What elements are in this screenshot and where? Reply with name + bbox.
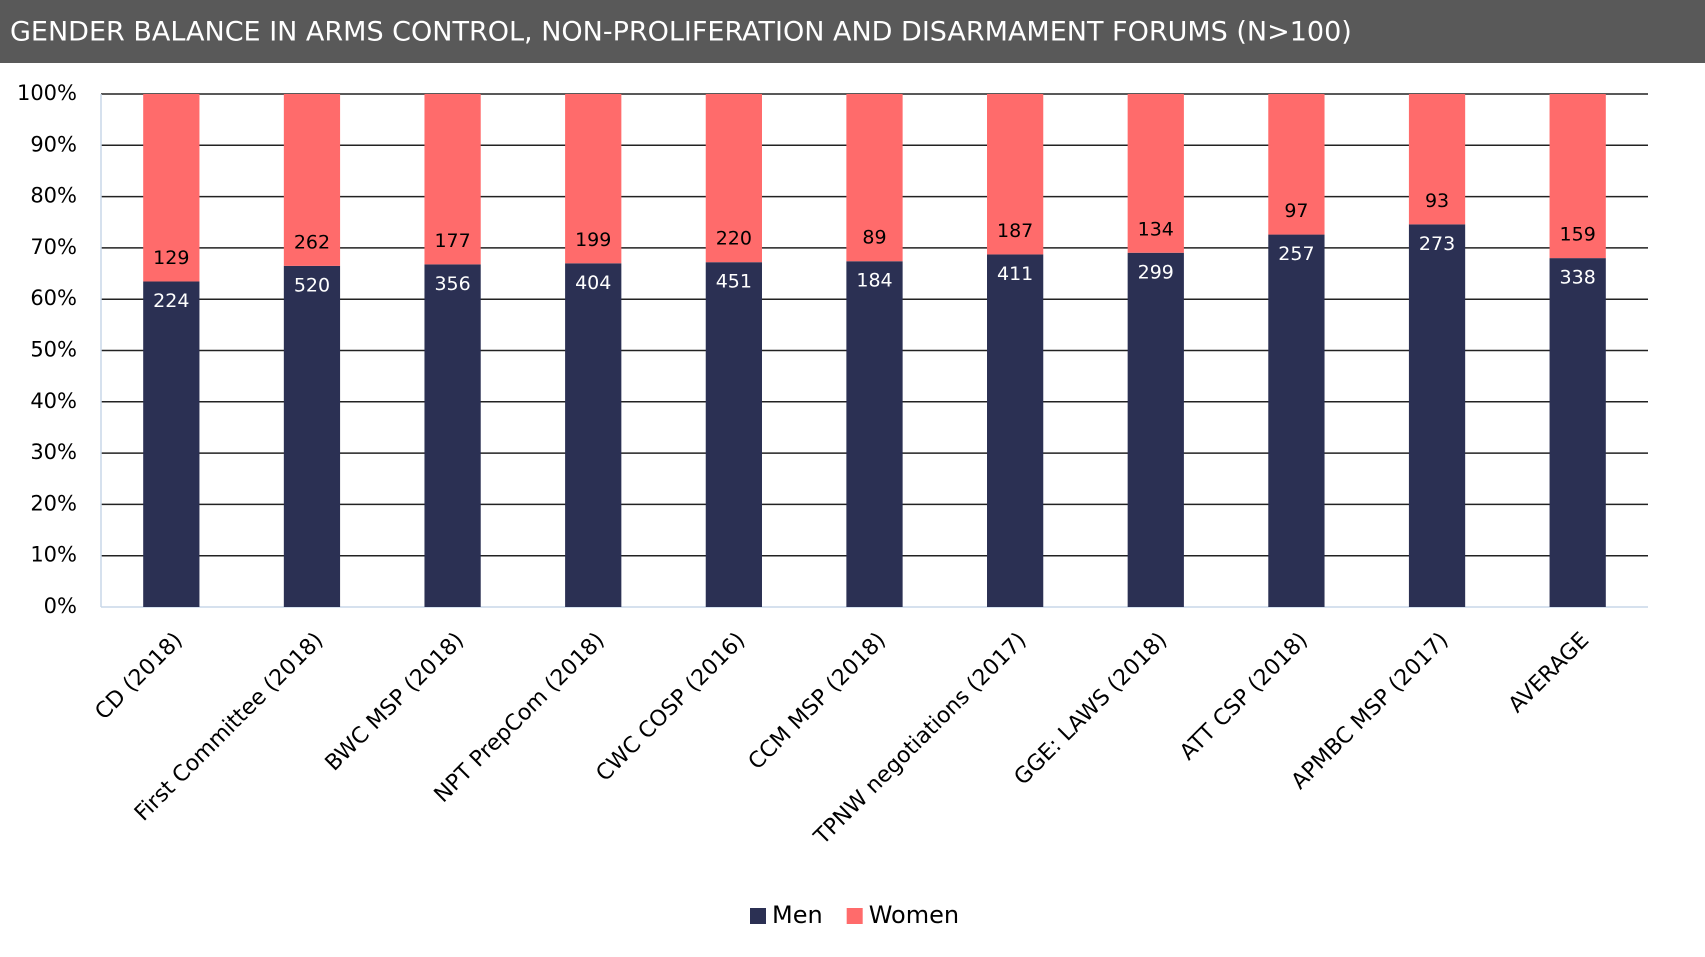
- y-tick-label: 90%: [30, 132, 77, 156]
- bar-segment: [705, 94, 762, 263]
- bar-segment: [1408, 224, 1466, 607]
- data-label: 184: [856, 270, 892, 292]
- bar-segment: [143, 281, 200, 607]
- data-label: 199: [575, 229, 611, 251]
- bar-segment: [1268, 234, 1325, 607]
- data-label: 257: [1278, 243, 1314, 265]
- y-tick-label: 40%: [30, 389, 77, 413]
- x-tick-label: APMBC MSP (2017): [1287, 628, 1454, 795]
- legend-swatch: [846, 908, 863, 924]
- x-tick-label: AVERAGE: [1504, 628, 1594, 718]
- y-tick-label: 80%: [30, 184, 77, 208]
- data-label: 159: [1560, 224, 1596, 246]
- bar-segment: [424, 94, 481, 265]
- bar-segment: [424, 264, 481, 607]
- bar-segment: [846, 261, 903, 607]
- bar-segment: [1127, 94, 1184, 253]
- data-label: 411: [997, 263, 1033, 285]
- bar-segment: [987, 254, 1044, 607]
- y-tick-label: 60%: [30, 286, 77, 310]
- data-label: 224: [153, 290, 189, 312]
- y-tick-label: 100%: [17, 81, 77, 105]
- data-label: 262: [294, 231, 330, 253]
- bar-segment: [705, 262, 762, 607]
- bar-segment: [1127, 252, 1184, 607]
- y-tick-label: 70%: [30, 235, 77, 259]
- data-label: 177: [434, 230, 470, 252]
- x-tick-label: CCM MSP (2018): [744, 628, 891, 775]
- title-bar: [0, 0, 1705, 63]
- y-tick-label: 20%: [30, 491, 77, 515]
- bar-segment: [283, 94, 341, 266]
- data-label: 404: [575, 272, 611, 294]
- legend-label: Women: [869, 901, 959, 929]
- bar-segment: [143, 94, 200, 282]
- data-label: 97: [1284, 200, 1308, 222]
- x-tick-label: BWC MSP (2018): [321, 628, 469, 776]
- x-tick-label: CWC COSP (2016): [592, 628, 751, 787]
- legend-label: Men: [772, 901, 823, 929]
- data-label: 220: [716, 228, 752, 250]
- y-tick-label: 30%: [30, 440, 77, 464]
- data-label: 338: [1560, 267, 1596, 289]
- data-label: 356: [434, 273, 470, 295]
- data-label: 299: [1138, 261, 1174, 283]
- bar-segment: [846, 94, 903, 262]
- bar-segment: [565, 94, 622, 264]
- bar-segment: [987, 94, 1044, 255]
- data-label: 129: [153, 247, 189, 269]
- data-label: 273: [1419, 233, 1455, 255]
- bar-segment: [1408, 94, 1466, 225]
- bar-segment: [283, 265, 341, 607]
- data-label: 520: [294, 274, 330, 296]
- data-label: 93: [1425, 190, 1449, 212]
- y-tick-label: 0%: [44, 594, 77, 618]
- bar-segment: [565, 263, 622, 607]
- x-tick-label: ATT CSP (2018): [1175, 628, 1313, 766]
- x-tick-label: CD (2018): [91, 628, 188, 725]
- x-tick-label: GGE: LAWS (2018): [1010, 628, 1173, 791]
- chart-title: GENDER BALANCE IN ARMS CONTROL, NON-PROL…: [10, 17, 1352, 48]
- data-label: 89: [862, 227, 886, 249]
- legend-swatch: [750, 908, 766, 924]
- bar-segment: [1549, 258, 1606, 607]
- data-label: 187: [997, 220, 1033, 242]
- y-tick-label: 10%: [30, 543, 77, 567]
- y-tick-label: 50%: [30, 338, 77, 362]
- data-label: 451: [716, 271, 752, 293]
- data-label: 134: [1138, 218, 1174, 240]
- bar-segment: [1268, 94, 1325, 235]
- bar-segment: [1549, 94, 1606, 259]
